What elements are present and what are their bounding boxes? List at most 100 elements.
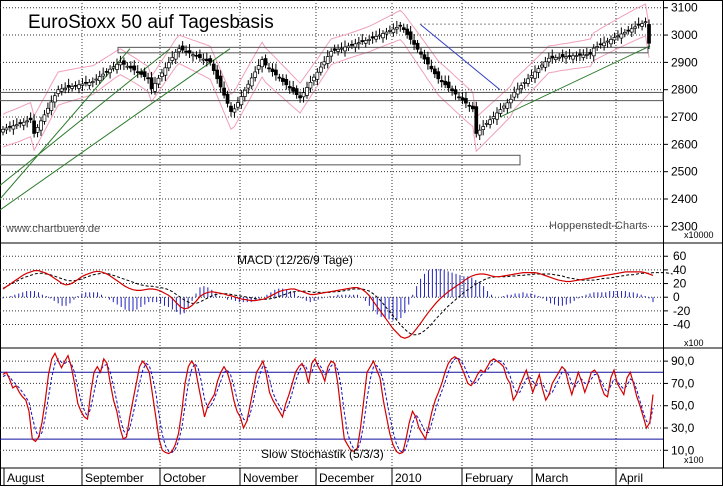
candle-body — [32, 120, 36, 134]
price-tick-label: 2700 — [671, 110, 698, 124]
candle-body — [318, 66, 323, 73]
candle-body — [453, 89, 458, 95]
candle-body — [616, 35, 620, 38]
candle-body — [42, 114, 47, 122]
candle-body — [443, 80, 448, 86]
candle-body — [135, 71, 140, 74]
candle-body — [46, 107, 50, 114]
candle-body — [70, 86, 74, 89]
candle-body — [360, 40, 365, 42]
candle-body — [156, 77, 161, 85]
candle-body — [439, 80, 444, 83]
candle-body — [35, 127, 40, 133]
candle-body — [419, 51, 423, 55]
month-label: March — [535, 471, 568, 485]
candle-body — [280, 77, 285, 82]
candle-body — [388, 30, 392, 32]
candle-body — [194, 54, 199, 57]
candle-body — [564, 56, 568, 59]
upper-band — [2, 3, 650, 119]
candle-body — [187, 50, 192, 54]
candle-body — [305, 87, 309, 96]
candle-body — [450, 88, 454, 92]
candle-body — [263, 58, 268, 66]
candle-body — [208, 58, 213, 63]
stochastic-panel — [0, 351, 663, 455]
candle-body — [626, 29, 631, 32]
price-tick-label: 2800 — [671, 83, 698, 97]
trend-line — [499, 45, 651, 118]
candle-body — [464, 98, 468, 104]
candle-body — [270, 68, 275, 73]
candle-body — [225, 93, 230, 104]
candle-body — [405, 28, 410, 35]
candle-body — [398, 24, 403, 27]
candle-body — [343, 46, 347, 52]
candle-body — [146, 77, 150, 80]
month-label: September — [85, 471, 144, 485]
candle-body — [495, 112, 499, 120]
source-label-right: Hoppenstedt-Charts — [549, 220, 648, 232]
source-label-left: www.chartbuero.de — [5, 223, 100, 235]
candle-body — [612, 37, 617, 41]
candle-body — [218, 75, 223, 88]
candle-body — [256, 65, 261, 70]
candle-body — [622, 31, 627, 35]
candle-body — [346, 45, 351, 48]
candle-body — [588, 51, 593, 55]
candle-body — [21, 121, 26, 126]
candle-body — [298, 95, 302, 99]
chart-title: EuroStoxx 50 auf Tagesbasis — [28, 12, 274, 33]
candle-body — [56, 89, 61, 94]
macd-signal-line — [2, 272, 673, 336]
candle-body — [526, 78, 530, 84]
macd-tick-label: 60 — [673, 249, 687, 263]
macd-tick-label: 20 — [673, 277, 687, 291]
candle-body — [536, 68, 541, 73]
candle-body — [339, 47, 344, 50]
stoch-tick-label: 30,0 — [671, 421, 695, 435]
lower-band — [2, 34, 650, 153]
candle-body — [260, 59, 264, 68]
candle-body — [198, 54, 202, 59]
candle-body — [363, 40, 368, 44]
candle-body — [640, 23, 644, 27]
candle-body — [629, 28, 634, 33]
candle-body — [377, 34, 382, 37]
month-label: October — [163, 471, 206, 485]
stoch-tick-label: 70,0 — [671, 376, 695, 390]
candle-body — [239, 96, 244, 106]
price-tick-label: 2500 — [671, 165, 698, 179]
candle-body — [246, 83, 251, 89]
candle-body — [222, 87, 226, 96]
candle-body — [173, 51, 178, 60]
candle-body — [557, 56, 562, 59]
candle-body — [142, 71, 147, 77]
month-label: April — [619, 471, 643, 485]
candle-body — [505, 102, 510, 109]
candle-body — [374, 36, 378, 40]
candle-body — [14, 124, 19, 127]
candle-body — [163, 67, 168, 76]
candle-body — [605, 40, 610, 43]
candle-body — [488, 119, 492, 125]
candle-body — [104, 71, 109, 73]
price-tick-label: 2300 — [671, 219, 698, 233]
candle-body — [436, 71, 441, 80]
candle-body — [11, 125, 16, 130]
candle-body — [519, 85, 524, 89]
stoch-tick-label: 50,0 — [671, 399, 695, 413]
candle-body — [180, 45, 185, 51]
candle-body — [381, 33, 385, 39]
candle-body — [512, 92, 517, 98]
candle-body — [215, 69, 220, 80]
candle-body — [211, 63, 216, 71]
candle-body — [108, 68, 112, 74]
candle-body — [367, 39, 372, 41]
axes-labels: August September October November December 20… — [7, 1, 698, 485]
candle-body — [391, 28, 396, 33]
candle-body — [356, 42, 361, 45]
month-label: August — [7, 471, 45, 485]
candle-body — [170, 57, 175, 61]
